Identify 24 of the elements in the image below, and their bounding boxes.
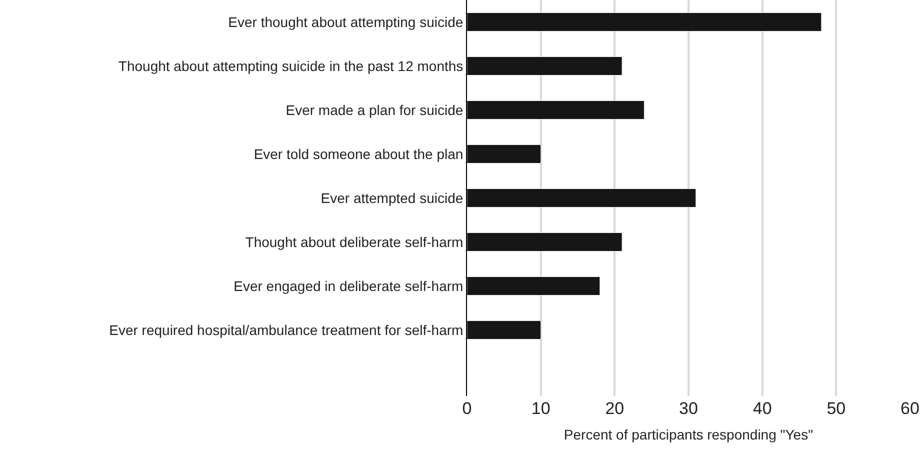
bar bbox=[467, 100, 644, 120]
y-tick-label: Ever made a plan for suicide bbox=[286, 102, 464, 118]
x-tick-label: 60 bbox=[900, 399, 920, 418]
bar bbox=[467, 276, 600, 296]
bar bbox=[467, 12, 822, 32]
y-tick-label: Ever required hospital/ambulance treatment for self-harm bbox=[109, 322, 464, 338]
y-tick-label: Thought about attempting suicide in the past 12 months bbox=[118, 58, 464, 74]
y-tick-label: Ever attempted suicide bbox=[320, 190, 464, 206]
y-tick-label: Ever told someone about the plan bbox=[254, 146, 464, 162]
y-tick-label: Ever engaged in deliberate self-harm bbox=[234, 278, 464, 294]
x-tick-label: 40 bbox=[752, 399, 772, 418]
bar bbox=[467, 320, 542, 340]
y-tick-label: Thought about deliberate self-harm bbox=[245, 234, 464, 250]
x-tick-label: 10 bbox=[531, 399, 550, 418]
bar bbox=[467, 232, 622, 252]
x-tick-label: 30 bbox=[679, 399, 698, 418]
bar bbox=[467, 144, 542, 164]
x-tick-label: 20 bbox=[605, 399, 624, 418]
x-tick-label: 50 bbox=[826, 399, 846, 418]
x-axis-title: Percent of participants responding "Yes" bbox=[564, 426, 814, 442]
y-tick-label: Ever thought about attempting suicide bbox=[228, 14, 464, 30]
bar bbox=[467, 56, 622, 76]
x-tick-label: 0 bbox=[462, 399, 472, 418]
bar bbox=[467, 188, 696, 208]
